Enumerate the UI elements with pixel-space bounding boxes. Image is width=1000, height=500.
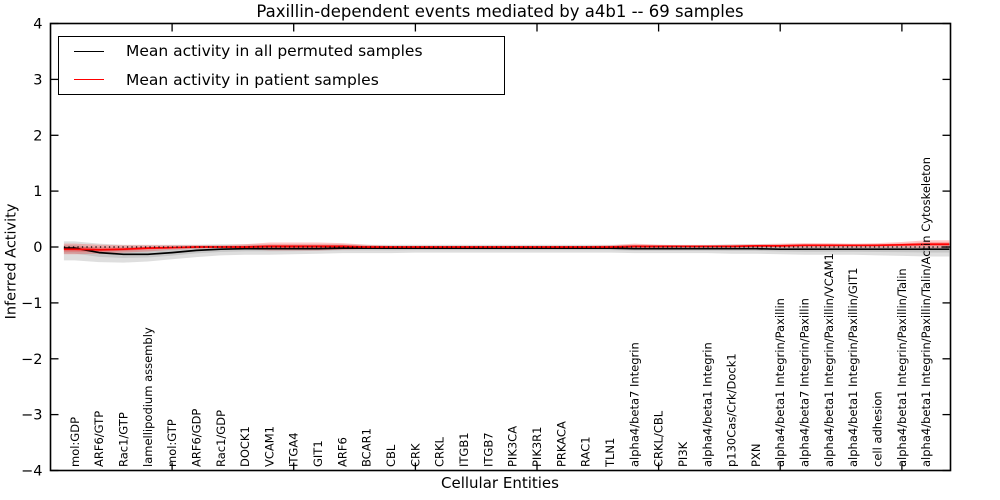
patient-line-swatch bbox=[74, 79, 104, 81]
y-tick-label: −3 bbox=[21, 408, 42, 424]
x-category-label: PIK3R1 bbox=[530, 427, 544, 468]
legend-label-permuted: Mean activity in all permuted samples bbox=[126, 42, 423, 61]
x-category-label: ITGB7 bbox=[481, 432, 495, 467]
x-category-label: RAC1 bbox=[579, 436, 593, 467]
x-category-label: p130Cas/Crk/Dock1 bbox=[725, 353, 739, 467]
x-category-label: Rac1/GTP bbox=[117, 412, 131, 467]
x-category-label: PIK3CA bbox=[506, 426, 520, 467]
x-category-label: DOCK1 bbox=[238, 426, 252, 467]
x-category-label: alpha4/beta1 Integrin/Paxillin/Talin/Act… bbox=[919, 157, 933, 467]
y-tick-label: 4 bbox=[33, 17, 42, 33]
y-tick-label: 3 bbox=[33, 72, 42, 88]
x-axis-title: Cellular Entities bbox=[441, 474, 559, 492]
x-category-label: CRK bbox=[408, 443, 422, 467]
x-category-label: alpha4/beta1 Integrin/Paxillin/GIT1 bbox=[846, 268, 860, 467]
x-category-label: mol:GTP bbox=[165, 419, 179, 467]
x-category-label: PXN bbox=[749, 444, 763, 467]
x-category-label: CRKL/CBL bbox=[652, 410, 666, 467]
permuted-mean-line bbox=[63, 247, 950, 256]
legend-label-patient: Mean activity in patient samples bbox=[126, 70, 379, 89]
x-category-label: ITGA4 bbox=[287, 432, 301, 467]
x-category-label: PI3K bbox=[676, 441, 690, 467]
x-category-label: alpha4/beta1 Integrin bbox=[700, 342, 714, 467]
x-category-label: alpha4/beta7 Integrin bbox=[627, 342, 641, 467]
x-category-label: lamellipodium assembly bbox=[141, 327, 155, 467]
x-category-label: alpha4/beta1 Integrin/Paxillin/Talin bbox=[895, 268, 909, 467]
y-tick-label: −2 bbox=[21, 352, 42, 368]
x-category-label: mol:GDP bbox=[68, 417, 82, 467]
legend-item-patient: Mean activity in patient samples bbox=[59, 66, 504, 95]
x-category-label: ARF6/GDP bbox=[189, 409, 203, 467]
x-category-label: Rac1/GDP bbox=[214, 410, 228, 467]
x-category-label: ARF6/GTP bbox=[92, 411, 106, 467]
x-category-label: BCAR1 bbox=[360, 428, 374, 467]
x-category-label: TLN1 bbox=[603, 438, 617, 468]
x-category-label: CBL bbox=[384, 444, 398, 467]
x-category-label: ARF6 bbox=[335, 437, 349, 467]
legend-item-permuted: Mean activity in all permuted samples bbox=[59, 37, 504, 66]
x-category-label: cell adhesion bbox=[871, 391, 885, 467]
y-tick-label: 0 bbox=[33, 240, 42, 256]
y-tick-label: −4 bbox=[21, 464, 42, 480]
x-category-label: alpha4/beta7 Integrin/Paxillin bbox=[798, 298, 812, 467]
y-tick-label: 1 bbox=[33, 184, 42, 200]
y-tick-label: −1 bbox=[21, 296, 42, 312]
chart-title: Paxillin-dependent events mediated by a4… bbox=[256, 2, 744, 21]
legend: Mean activity in all permuted samples Me… bbox=[58, 36, 505, 95]
y-tick-label: 2 bbox=[33, 128, 42, 144]
x-category-label: CRKL bbox=[433, 436, 447, 467]
x-category-label: PRKACA bbox=[554, 421, 568, 467]
permuted-line-swatch bbox=[74, 50, 104, 52]
x-category-label: ITGB1 bbox=[457, 432, 471, 467]
x-category-label: VCAM1 bbox=[262, 426, 276, 467]
x-category-label: alpha4/beta1 Integrin/Paxillin bbox=[773, 298, 787, 467]
x-category-label: alpha4/beta1 Integrin/Paxillin/VCAM1 bbox=[822, 253, 836, 467]
x-category-label: GIT1 bbox=[311, 440, 325, 467]
